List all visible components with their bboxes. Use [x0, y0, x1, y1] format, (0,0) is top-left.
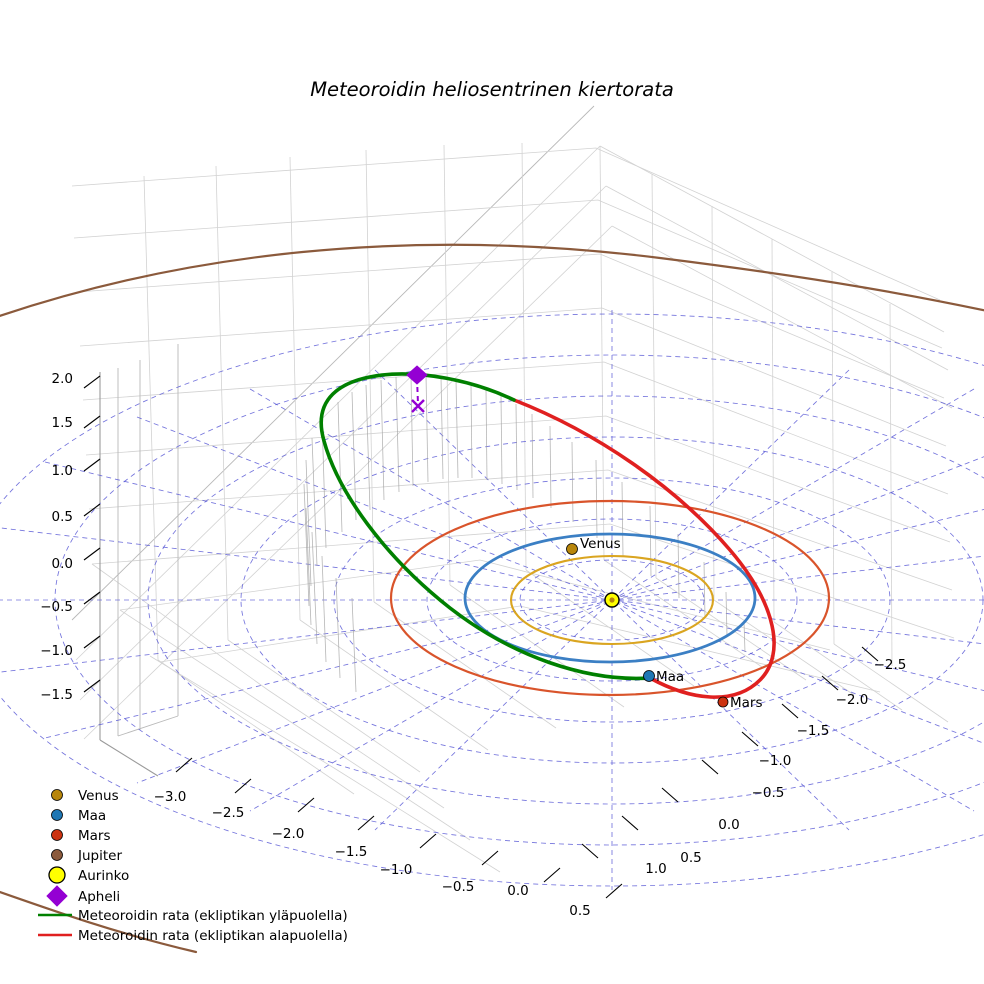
legend-label-orbit-above: Meteoroidin rata (ekliptikan yläpuolella… [78, 908, 348, 924]
orbit-earth [463, 532, 757, 664]
legend-label-jupiter: Jupiter [77, 848, 122, 864]
meteoroid-orbit-below [512, 398, 776, 699]
legend-item-orbit-below[interactable]: Meteoroidin rata (ekliptikan alapuolella… [38, 928, 348, 944]
x-tick-label-1: −2.5 [212, 805, 245, 821]
axis-box-corner [99, 344, 179, 777]
orbit-venus [509, 554, 715, 646]
x-tick-label-5: −0.5 [442, 879, 475, 895]
legend-item-mars[interactable]: Mars [51, 828, 111, 844]
legend-item-maa[interactable]: Maa [51, 808, 107, 824]
pane-left-wall [71, 105, 613, 740]
legend-item-orbit-above[interactable]: Meteoroidin rata (ekliptikan yläpuolella… [38, 908, 348, 924]
x-tick-label-0: −3.0 [154, 789, 187, 805]
mars-marker [717, 696, 729, 708]
aphelion-projection-x-marker [411, 399, 425, 413]
legend-label-apheli: Apheli [78, 889, 120, 905]
y-tick-label-5: 0.0 [718, 817, 739, 833]
x-tick-label-3: −1.5 [335, 844, 368, 860]
pane-floor-grid-y [91, 559, 881, 873]
y-tick-label-6: 0.5 [680, 850, 701, 866]
z-tick-label-1: 1.5 [52, 415, 73, 431]
aphelion-diamond-marker [406, 365, 428, 385]
z-tick-label-6: −1.0 [40, 643, 73, 659]
x-tick-label-6: 0.0 [507, 883, 528, 899]
x-tick-label-2: −2.0 [272, 826, 305, 842]
y-tick-label-4: −0.5 [752, 785, 785, 801]
orbit-mars [389, 499, 831, 697]
legend-label-orbit-below: Meteoroidin rata (ekliptikan alapuolella… [78, 928, 348, 944]
z-axis-ticks: 2.0 1.5 1.0 0.5 0.0 −0.5 −1.0 −1.5 [40, 371, 101, 703]
polar-grid-group [0, 310, 984, 890]
legend-item-aurinko[interactable]: Aurinko [48, 866, 129, 884]
sun-core [609, 597, 615, 603]
pane-horizontal-gridlines [71, 147, 955, 639]
legend-label-aurinko: Aurinko [78, 868, 129, 884]
z-tick-label-0: 2.0 [52, 371, 73, 387]
z-tick-label-7: −1.5 [40, 687, 73, 703]
marker-venus: Venus [566, 536, 621, 555]
legend-label-venus: Venus [78, 788, 119, 804]
pane-grid-group [71, 105, 955, 873]
page-title: Meteoroidin heliosentrinen kiertorata [310, 78, 674, 101]
x-tick-label-4: −1.0 [380, 862, 413, 878]
maa-marker [643, 670, 655, 682]
z-tick-label-5: −0.5 [40, 599, 73, 615]
legend-item-apheli[interactable]: Apheli [46, 885, 120, 907]
legend-item-venus[interactable]: Venus [51, 788, 119, 804]
legend-item-jupiter[interactable]: Jupiter [51, 848, 123, 864]
legend-marker-apheli-diamond-icon [46, 885, 68, 907]
x-axis-ticks: −3.0 −2.5 −2.0 −1.5 −1.0 −0.5 0.0 0.5 [154, 757, 623, 919]
y-tick-label-1: −2.0 [836, 692, 869, 708]
z-tick-label-4: 0.0 [52, 556, 73, 572]
legend-label-maa: Maa [78, 808, 106, 824]
x-tick-label-7: 0.5 [569, 903, 590, 919]
pane-vertical-gridlines [143, 142, 893, 667]
y-tick-label-0: −2.5 [874, 657, 907, 673]
legend-marker-maa-icon [51, 809, 63, 821]
z-tick-label-3: 0.5 [52, 509, 73, 525]
orbit-droplines [303, 374, 746, 693]
venus-marker [566, 543, 578, 555]
sun-marker-group [604, 592, 620, 608]
y-tick-label-7: 1.0 [645, 861, 666, 877]
y-tick-label-2: −1.5 [797, 723, 830, 739]
legend-marker-mars-icon [51, 829, 63, 841]
orbit-jupiter [0, 243, 984, 954]
aphelion-group [406, 365, 428, 413]
maa-label: Maa [656, 669, 684, 685]
legend-marker-venus-icon [51, 789, 63, 801]
planet-markers: Venus Maa Mars [566, 536, 763, 711]
pane-floor-grid-x [157, 559, 949, 795]
y-axis-ticks: −2.5 −2.0 −1.5 −1.0 −0.5 0.0 0.5 1.0 [581, 646, 907, 877]
legend-marker-aurinko-icon [48, 866, 66, 884]
marker-maa: Maa [643, 669, 684, 685]
z-tick-label-2: 1.0 [52, 463, 73, 479]
mars-label: Mars [730, 695, 763, 711]
venus-label: Venus [580, 536, 621, 552]
y-tick-label-3: −1.0 [759, 753, 792, 769]
marker-mars: Mars [717, 695, 763, 711]
legend-label-mars: Mars [78, 828, 111, 844]
legend: Venus Maa Mars Jupiter Aurinko [38, 788, 348, 944]
legend-marker-jupiter-icon [51, 849, 63, 861]
